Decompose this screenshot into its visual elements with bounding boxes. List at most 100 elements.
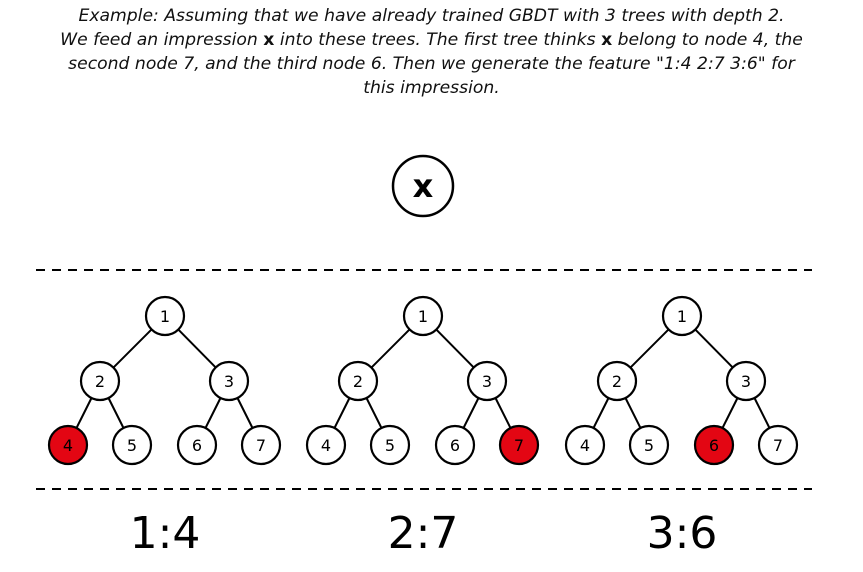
- tree-node: 1: [402, 295, 444, 337]
- tree-3: 1 2 3 4 5 6 7 3:6: [564, 295, 799, 559]
- tree-edge: [494, 397, 512, 429]
- leaf-node-highlighted: 4: [47, 424, 89, 466]
- tree-edge: [370, 328, 411, 369]
- node-circle: [725, 360, 767, 402]
- node-label: 3: [741, 372, 751, 391]
- node-circle: [79, 360, 121, 402]
- node-label: 3: [482, 372, 492, 391]
- tree-node: 3: [466, 360, 508, 402]
- node-label: 4: [63, 436, 73, 455]
- tree-edge: [75, 397, 93, 429]
- node-label: 1: [418, 307, 428, 326]
- node-circle: [208, 360, 250, 402]
- tree-edge: [462, 397, 480, 429]
- tree-edge: [236, 397, 254, 429]
- node-label: 2: [95, 372, 105, 391]
- caption-line-3: second node 7, and the third node 6. The…: [68, 54, 795, 74]
- node-circle: [661, 295, 703, 337]
- tree-node: 7: [240, 424, 282, 466]
- caption-text: into these trees. The first tree thinks: [274, 30, 602, 50]
- caption-line-1: Example: Assuming that we have already t…: [78, 6, 785, 26]
- node-label: 6: [192, 436, 202, 455]
- tree-node: 6: [176, 424, 218, 466]
- tree-node: 2: [337, 360, 379, 402]
- tree-edge: [204, 397, 222, 429]
- tree-edge: [177, 328, 217, 369]
- node-circle: [111, 424, 153, 466]
- node-label: 5: [644, 436, 654, 455]
- tree-node: 2: [596, 360, 638, 402]
- tree-node: 5: [369, 424, 411, 466]
- node-circle: [434, 424, 476, 466]
- caption-text: We feed an impression: [60, 30, 264, 50]
- caption-text: belong to node 4, the: [612, 30, 803, 50]
- tree-node: 4: [305, 424, 347, 466]
- node-label: 7: [773, 436, 783, 455]
- caption-x: x: [263, 30, 275, 50]
- node-label: 1: [677, 307, 687, 326]
- tree-node: 2: [79, 360, 121, 402]
- node-label: 6: [709, 436, 719, 455]
- node-circle: [369, 424, 411, 466]
- tree-edge: [112, 328, 153, 369]
- tree-node: 1: [144, 295, 186, 337]
- node-label: 3: [224, 372, 234, 391]
- node-label: 2: [612, 372, 622, 391]
- tree-1: 1 2 3 4 5 6 7 1:4: [47, 295, 282, 559]
- input-node-circle: [391, 154, 455, 218]
- tree-edge: [629, 328, 670, 369]
- node-circle: [466, 360, 508, 402]
- input-node-label: x: [413, 167, 434, 205]
- node-circle: [402, 295, 444, 337]
- caption-line-2: We feed an impression x into these trees…: [0, 28, 863, 52]
- trees: 1 2 3 4 5 6 7 1:4 1 2 3 4 5 6 7 2:7 1 2 3 4 5 6 7 3:6: [47, 295, 799, 559]
- node-circle: [144, 295, 186, 337]
- tree-edge: [333, 397, 351, 429]
- node-label: 6: [450, 436, 460, 455]
- node-circle: [596, 360, 638, 402]
- node-circle: [240, 424, 282, 466]
- node-circle: [176, 424, 218, 466]
- node-label: 5: [385, 436, 395, 455]
- tree-node: 3: [725, 360, 767, 402]
- tree-node: 6: [434, 424, 476, 466]
- tree-edge: [721, 397, 739, 429]
- node-label: 4: [580, 436, 590, 455]
- node-circle: [757, 424, 799, 466]
- node-label: 5: [127, 436, 137, 455]
- tree-edge: [624, 397, 642, 429]
- caption-x: x: [601, 30, 613, 50]
- tree-feature-label: 3:6: [647, 508, 718, 559]
- node-circle: [628, 424, 670, 466]
- node-label: 7: [256, 436, 266, 455]
- tree-edge: [592, 397, 610, 429]
- tree-edge: [435, 328, 475, 369]
- tree-edge: [107, 397, 125, 429]
- tree-edge: [694, 328, 734, 369]
- tree-2: 1 2 3 4 5 6 7 2:7: [305, 295, 540, 559]
- leaf-node-highlighted: 6: [693, 424, 735, 466]
- tree-node: 5: [111, 424, 153, 466]
- leaf-node-highlighted: 7: [498, 424, 540, 466]
- node-circle: [564, 424, 606, 466]
- node-circle: [47, 424, 89, 466]
- tree-feature-label: 1:4: [130, 508, 201, 559]
- node-label: 2: [353, 372, 363, 391]
- node-label: 4: [321, 436, 331, 455]
- caption-line-4: this impression.: [363, 78, 500, 98]
- tree-node: 5: [628, 424, 670, 466]
- tree-node: 3: [208, 360, 250, 402]
- node-label: 1: [160, 307, 170, 326]
- node-circle: [305, 424, 347, 466]
- node-circle: [498, 424, 540, 466]
- input-node: x: [391, 154, 455, 218]
- tree-node: 4: [564, 424, 606, 466]
- node-label: 7: [514, 436, 524, 455]
- tree-node: 7: [757, 424, 799, 466]
- node-circle: [693, 424, 735, 466]
- caption: Example: Assuming that we have already t…: [0, 4, 863, 100]
- tree-node: 1: [661, 295, 703, 337]
- node-circle: [337, 360, 379, 402]
- tree-edge: [753, 397, 771, 429]
